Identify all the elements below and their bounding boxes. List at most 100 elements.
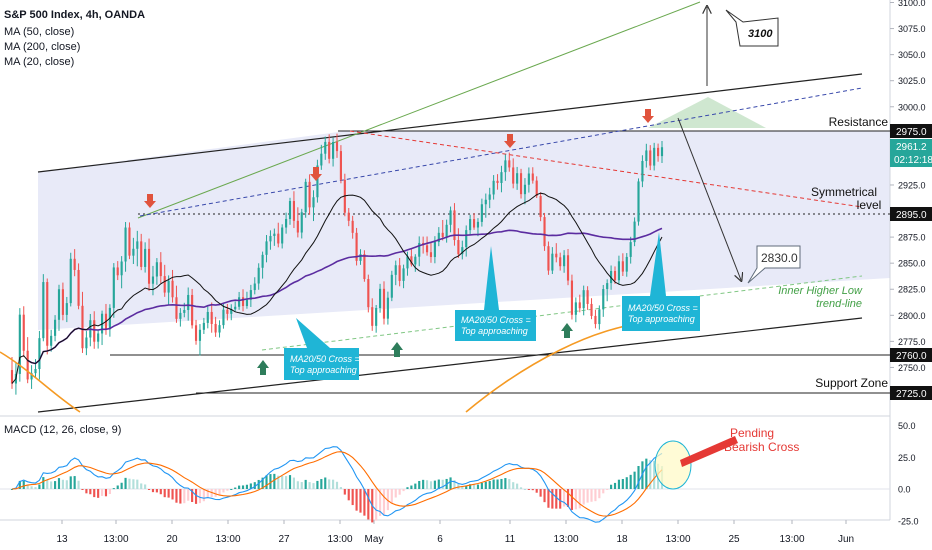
candle-body [281,227,284,244]
candle [465,225,468,257]
candle [38,330,41,380]
candle-body [492,180,495,195]
candle [265,235,268,263]
channel-upper [37,73,863,173]
macd-bar [414,483,417,489]
candle [457,228,460,258]
macd-bar [508,479,511,489]
candle-body [378,288,382,309]
macd-bar [418,480,421,489]
candle-body [461,247,464,255]
candle [147,238,151,291]
candle-body [637,181,640,222]
time-tick-label: 13:00 [103,534,128,545]
macd-bar [617,479,621,489]
indicator-ma200[interactable]: MA (200, close) [4,41,81,53]
candle [277,222,280,248]
candle-body [582,290,585,309]
macd-tick-label: 50.0 [898,421,916,431]
chart-title[interactable]: S&P 500 Index, 4h, OANDA [4,9,146,21]
candle [563,250,566,273]
candle-body [598,309,601,325]
red-top-arrow [144,194,156,208]
candle [128,222,131,260]
candle-body [222,309,225,326]
signal-line [11,451,663,517]
candle-body [500,172,503,183]
macd-bar [332,479,335,489]
macd-bar [590,489,593,502]
macd-bar [382,489,386,515]
macd-bar [566,489,570,507]
macd-bar [245,484,249,489]
macd-bar [500,478,503,489]
candle-body [578,302,581,309]
candle [328,134,331,164]
macd-bar [128,478,131,489]
candle-body [175,297,178,319]
candle-body [574,302,577,315]
macd-bar [144,484,147,489]
macd-bar [97,489,100,498]
indicator-ma20[interactable]: MA (20, close) [4,56,75,68]
price-tick-label: 3000.0 [898,102,926,112]
candle-body [151,276,155,284]
macd-bar [22,480,25,489]
macd-bar [238,485,241,489]
ma-cross-b-line1: MA20/50 Cross = [461,315,531,325]
price-tick-label: 2875.0 [898,233,926,243]
candle-body [257,267,260,284]
candle-body [508,160,511,168]
macd-bar [296,481,299,489]
candle [273,228,276,246]
price-tick-label: 3075.0 [898,24,926,34]
candle-body [566,255,570,281]
candle [472,213,476,230]
candle [132,237,135,265]
candle [355,227,358,266]
candle [653,142,656,171]
price-tick-label: 2800.0 [898,311,926,321]
macd-bar [93,489,96,498]
macd-bar [472,484,476,489]
candle-body [10,370,14,384]
macd-bar [637,466,640,489]
macd-bar [355,489,358,511]
macd-title[interactable]: MACD (12, 26, close, 9) [4,424,122,436]
ma-cross-callout-a: MA20/50 Cross = Top approaching [284,318,360,380]
candle [151,265,155,296]
candle-body [249,290,252,300]
candle [629,236,632,264]
macd-bar [50,481,53,489]
candle-body [410,256,413,265]
candles-layer [10,133,664,395]
candle [371,298,374,331]
candle [382,281,386,325]
macd-bar [335,481,339,489]
red-top-arrow [642,109,654,123]
macd-bar [26,484,29,489]
macd-bar [488,480,491,489]
macd-bar [512,482,515,489]
pending-label-1: Pending [730,426,774,440]
red-dashed-trendline [349,130,863,208]
candle-body [633,221,636,243]
macd-bar [551,489,554,509]
candle [316,159,319,203]
candle [500,165,503,193]
pending-label-2: Bearish Cross [724,440,799,454]
candle [637,178,640,226]
candle-body [657,147,660,157]
indicator-ma50[interactable]: MA (50, close) [4,26,75,38]
candle-body [535,180,538,197]
candle [288,197,292,225]
candle-body [653,147,656,166]
candle [253,277,256,295]
candle-body [559,257,562,267]
target-3100-callout: 3100 [725,9,779,47]
time-tick-label: 13:00 [779,534,804,545]
candle [300,208,303,239]
macd-bar [281,475,284,489]
price-tick-label: 2750.0 [898,363,926,373]
ma-cross-b-line2: Top approaching [461,326,528,336]
